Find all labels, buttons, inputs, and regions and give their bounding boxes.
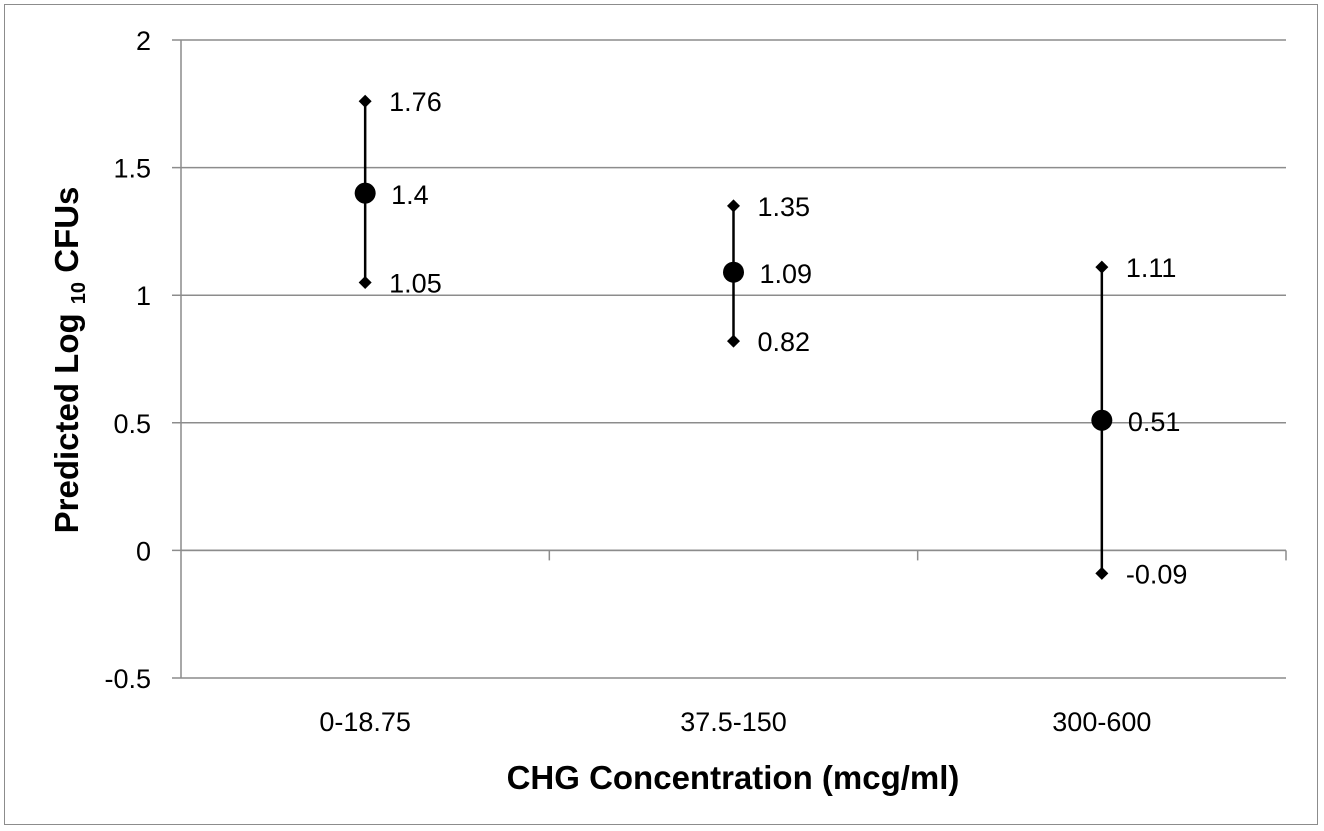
estimate-marker bbox=[354, 182, 376, 204]
estimate-marker bbox=[723, 261, 744, 283]
y-ticks: 2 1.5 1 0.5 0 -0.5 bbox=[104, 26, 151, 694]
y-tick-label: 0 bbox=[136, 536, 151, 566]
x-tick-label: 37.5-150 bbox=[680, 707, 787, 737]
upper-bound-marker bbox=[727, 199, 740, 213]
lower-bound-marker bbox=[358, 275, 372, 289]
x-axis-title: CHG Concentration (mcg/ml) bbox=[507, 759, 960, 796]
upper-bound-marker bbox=[1095, 260, 1109, 274]
markers bbox=[354, 94, 1113, 580]
lower-bound-marker bbox=[1095, 566, 1109, 580]
y-tick-label: 1.5 bbox=[113, 154, 151, 184]
y-tick-label: 0.5 bbox=[113, 409, 151, 439]
x-ticks: 0-18.75 37.5-150 300-600 bbox=[319, 550, 1287, 737]
y-axis-title-suffix: CFUs bbox=[48, 187, 85, 282]
data-labels: 1.76 1.4 1.05 1.35 1.09 0.82 1.11 0.51 -0.09 bbox=[389, 87, 1187, 589]
upper-bound-label: 1.35 bbox=[758, 192, 811, 222]
lower-bound-label: -0.09 bbox=[1126, 559, 1188, 589]
x-tick-label: 0-18.75 bbox=[319, 707, 411, 737]
upper-bound-label: 1.11 bbox=[1126, 253, 1177, 283]
y-tick-label: -0.5 bbox=[104, 664, 151, 694]
estimate-marker bbox=[1091, 409, 1113, 431]
upper-bound-label: 1.76 bbox=[389, 87, 442, 117]
lower-bound-marker bbox=[727, 334, 740, 348]
lower-bound-label: 1.05 bbox=[389, 268, 442, 298]
lower-bound-label: 0.82 bbox=[758, 327, 811, 357]
y-axis-title-subscript: 10 bbox=[68, 282, 90, 304]
upper-bound-marker bbox=[358, 94, 372, 108]
x-tick-label: 300-600 bbox=[1052, 707, 1151, 737]
estimate-label: 0.51 bbox=[1128, 407, 1181, 437]
estimate-label: 1.09 bbox=[760, 259, 813, 289]
y-tick-label: 1 bbox=[136, 281, 151, 311]
gridlines bbox=[172, 39, 1286, 679]
y-tick-label: 2 bbox=[136, 26, 151, 56]
y-axis-title: Predicted Log 10 CFUs bbox=[48, 187, 90, 534]
y-axis-title-prefix: Predicted Log bbox=[48, 304, 85, 533]
estimate-label: 1.4 bbox=[391, 180, 429, 210]
axes bbox=[180, 40, 1286, 678]
